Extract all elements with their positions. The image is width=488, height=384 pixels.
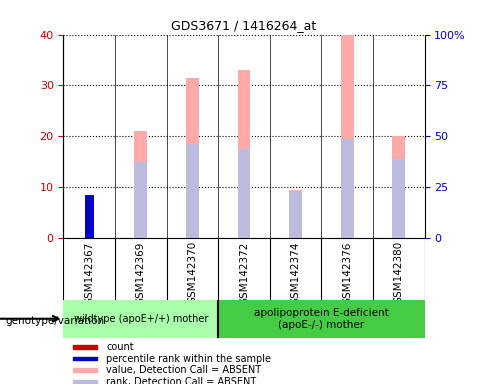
Bar [134, 131, 147, 238]
Text: wildtype (apoE+/+) mother: wildtype (apoE+/+) mother [74, 314, 208, 324]
Bar [73, 345, 97, 349]
Bar [289, 192, 302, 238]
Text: GSM142374: GSM142374 [290, 241, 301, 305]
Text: GSM142370: GSM142370 [187, 241, 198, 305]
Text: value, Detection Call = ABSENT: value, Detection Call = ABSENT [106, 365, 262, 375]
Text: GSM142376: GSM142376 [342, 241, 352, 305]
Bar [73, 380, 97, 384]
Bar [73, 368, 97, 372]
Bar [186, 78, 199, 238]
Title: GDS3671 / 1416264_at: GDS3671 / 1416264_at [171, 19, 317, 32]
Text: GSM142380: GSM142380 [394, 241, 404, 305]
Bar [392, 136, 405, 238]
Text: rank, Detection Call = ABSENT: rank, Detection Call = ABSENT [106, 377, 257, 384]
Text: apolipoprotein E-deficient
(apoE-/-) mother: apolipoprotein E-deficient (apoE-/-) mot… [254, 308, 389, 329]
Bar [238, 149, 250, 238]
Bar [73, 357, 97, 361]
Bar [84, 195, 94, 238]
Text: percentile rank within the sample: percentile rank within the sample [106, 354, 271, 364]
Bar [392, 159, 405, 238]
Text: genotype/variation: genotype/variation [5, 316, 104, 326]
Bar [238, 70, 250, 238]
FancyBboxPatch shape [63, 300, 218, 338]
Bar [289, 190, 302, 238]
Bar [186, 144, 199, 238]
FancyBboxPatch shape [218, 300, 425, 338]
Text: GSM142369: GSM142369 [136, 241, 146, 305]
Bar [134, 162, 147, 238]
Bar [341, 35, 354, 238]
Bar [341, 139, 354, 238]
Text: GSM142367: GSM142367 [84, 241, 94, 305]
Text: GSM142372: GSM142372 [239, 241, 249, 305]
Bar [86, 205, 92, 238]
Text: count: count [106, 342, 134, 352]
